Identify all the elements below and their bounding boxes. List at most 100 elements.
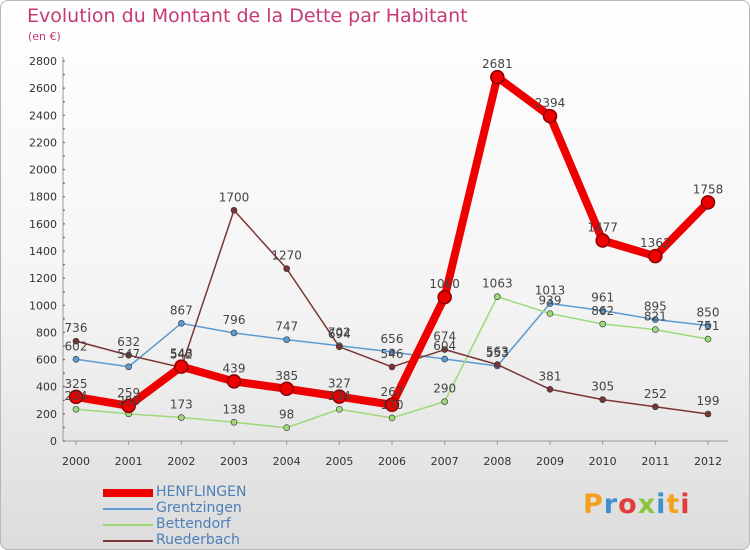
- data-point: [652, 326, 659, 333]
- legend-swatch: [103, 524, 153, 526]
- data-label: 305: [591, 380, 614, 394]
- data-label: 1270: [271, 249, 302, 263]
- data-point: [648, 248, 663, 264]
- y-tick-label: 2000: [29, 164, 57, 177]
- data-label: 290: [433, 382, 456, 396]
- data-point: [174, 359, 189, 374]
- x-tick-label: 2001: [115, 455, 143, 468]
- x-tick-label: 2006: [378, 455, 406, 468]
- y-tick-label: 1400: [29, 245, 57, 258]
- data-label: 850: [697, 306, 720, 320]
- data-label: 138: [223, 402, 246, 416]
- y-tick-label: 2800: [29, 55, 57, 68]
- x-tick-label: 2012: [694, 455, 722, 468]
- legend-label: Grentzingen: [156, 500, 242, 516]
- data-label: 602: [65, 339, 88, 353]
- y-minor-tick: [63, 60, 65, 62]
- data-point: [384, 397, 400, 413]
- data-label: 325: [65, 377, 88, 391]
- legend-label: Ruederbach: [156, 532, 240, 548]
- data-label: 1060: [429, 277, 460, 291]
- data-label: 1477: [587, 221, 618, 235]
- x-tick-label: 2011: [641, 455, 669, 468]
- data-point: [546, 385, 554, 393]
- y-minor-tick: [63, 114, 65, 117]
- legend-label: HENFLINGEN: [156, 484, 247, 500]
- data-point: [599, 307, 606, 314]
- data-point: [388, 363, 396, 371]
- data-label: 895: [644, 300, 667, 314]
- y-minor-tick: [63, 345, 65, 347]
- x-tick-label: 2004: [273, 455, 301, 468]
- data-point: [121, 398, 136, 414]
- x-tick-label: 2010: [589, 455, 617, 468]
- y-minor-tick: [63, 141, 65, 144]
- logo-letter: i: [680, 489, 691, 520]
- data-point: [72, 337, 80, 345]
- data-label: 656: [381, 332, 404, 346]
- y-tick-label: 1000: [29, 299, 57, 312]
- data-point: [336, 405, 343, 413]
- data-point: [700, 195, 716, 210]
- y-tick-label: 2600: [29, 82, 57, 95]
- y-tick-label: 400: [36, 381, 57, 394]
- logo-letter: P: [583, 489, 604, 520]
- data-label: 1013: [535, 284, 566, 298]
- y-tick-label: 600: [36, 354, 57, 367]
- data-label: 821: [644, 310, 667, 324]
- y-tick-label: 1200: [29, 272, 57, 285]
- data-label: 199: [697, 394, 720, 408]
- data-point: [388, 348, 396, 356]
- legend-swatch: [103, 508, 153, 510]
- data-label: 674: [433, 330, 456, 344]
- data-point: [704, 410, 712, 418]
- legend-swatch: [103, 489, 153, 497]
- data-label: 234: [328, 389, 351, 403]
- data-point: [283, 424, 290, 432]
- y-minor-tick: [63, 413, 65, 415]
- data-point: [283, 336, 290, 343]
- data-label: 632: [117, 335, 140, 349]
- data-label: 548: [170, 347, 193, 361]
- data-point: [599, 320, 606, 328]
- data-label: 234: [65, 389, 88, 403]
- data-point: [226, 374, 242, 389]
- data-label: 267: [381, 385, 404, 399]
- data-label: 1700: [219, 190, 250, 204]
- data-point: [283, 265, 290, 272]
- chart-subtitle: (en €): [28, 30, 61, 43]
- x-tick-label: 2007: [431, 455, 459, 468]
- legend-swatch: [103, 540, 153, 542]
- logo-letter: i: [656, 489, 667, 520]
- y-minor-tick: [63, 100, 65, 103]
- data-point: [704, 322, 712, 329]
- y-minor-tick: [63, 73, 65, 76]
- data-label: 2681: [482, 57, 513, 71]
- logo-letter: x: [637, 489, 657, 520]
- data-point: [704, 335, 712, 343]
- logo-letter: o: [618, 489, 638, 520]
- data-point: [441, 346, 448, 353]
- data-label: 604: [433, 339, 456, 353]
- data-label: 200: [117, 394, 140, 408]
- y-minor-tick: [63, 426, 65, 429]
- data-point: [441, 355, 448, 363]
- logo-letter: r: [603, 489, 619, 520]
- data-label: 961: [591, 291, 614, 305]
- y-minor-tick: [63, 358, 65, 361]
- data-label: 259: [117, 386, 140, 400]
- legend-label: Bettendorf: [156, 516, 231, 532]
- x-tick-label: 2009: [536, 455, 564, 468]
- data-point: [230, 418, 238, 426]
- data-point: [494, 293, 501, 301]
- y-minor-tick: [63, 372, 65, 374]
- data-point: [494, 361, 501, 368]
- y-minor-tick: [63, 168, 65, 171]
- proxiti-logo: Proxiti: [583, 489, 691, 520]
- data-point: [279, 381, 294, 396]
- data-point: [332, 389, 347, 404]
- data-label: 439: [223, 361, 246, 375]
- y-minor-tick: [63, 399, 65, 402]
